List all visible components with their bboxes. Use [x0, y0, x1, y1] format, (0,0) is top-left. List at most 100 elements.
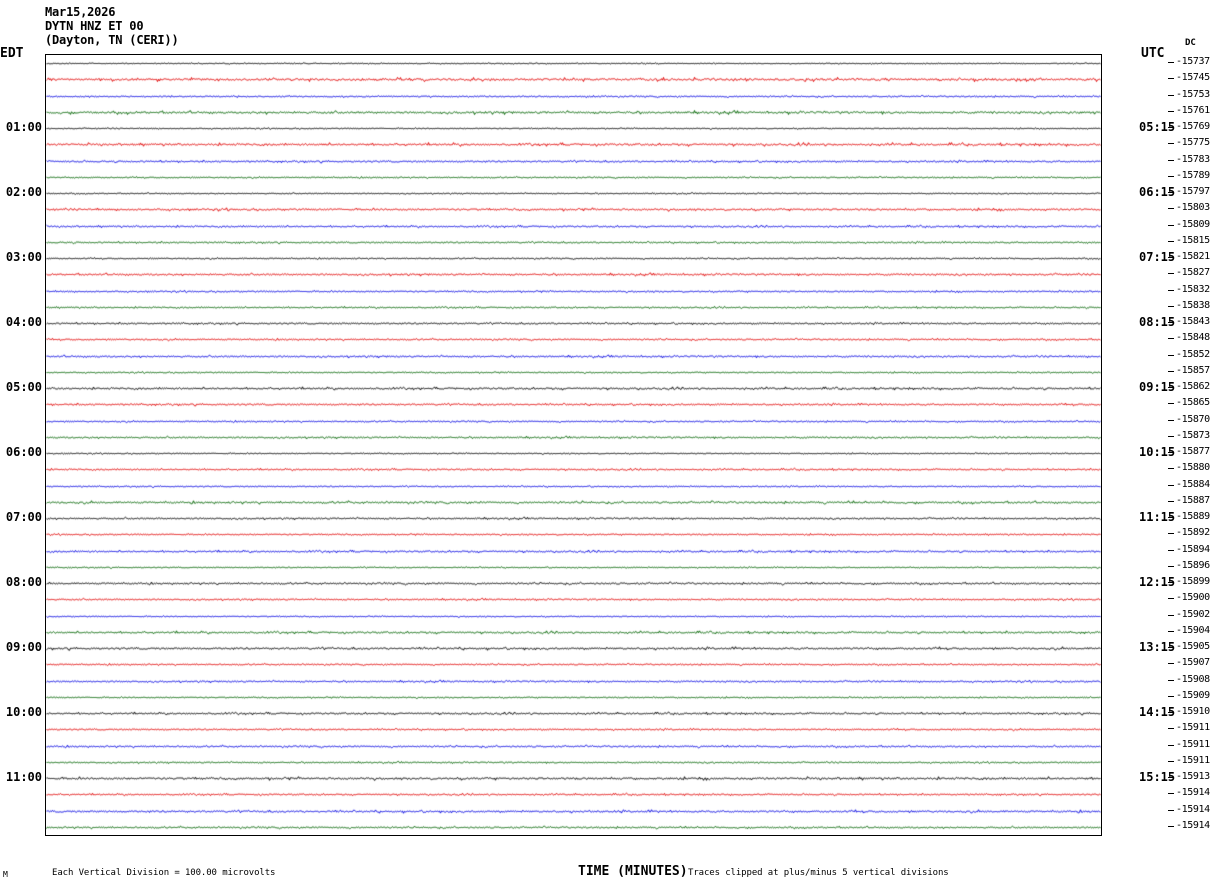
dc-tick [1168, 468, 1174, 470]
edt-hour-label: 08:00 [5, 575, 42, 590]
dc-tick [1168, 387, 1174, 389]
edt-hour-label: 10:00 [5, 705, 42, 720]
seismogram-trace [46, 480, 1101, 492]
dc-offset-value: -15887 [1176, 494, 1210, 506]
seismogram-trace [46, 773, 1101, 785]
dc-offset-value: -15900 [1176, 592, 1210, 604]
seismogram-trace [46, 496, 1101, 508]
dc-offset-value: -15827 [1176, 267, 1210, 279]
utc-hour-label: 10:15 [1139, 445, 1176, 460]
dc-offset-value: -15914 [1176, 787, 1210, 799]
header-station: DYTN HNZ ET 00 [45, 19, 144, 33]
clip-note: Traces clipped at plus/minus 5 vertical … [688, 868, 949, 878]
seismogram-trace [46, 675, 1101, 687]
seismogram-trace [46, 415, 1101, 427]
dc-offset-value: -15909 [1176, 689, 1210, 701]
dc-offset-value: -15910 [1176, 706, 1210, 718]
dc-offset-value: -15848 [1176, 332, 1210, 344]
dc-offset-value: -15753 [1176, 88, 1210, 100]
dc-tick [1168, 663, 1174, 665]
dc-offset-value: -15737 [1176, 56, 1210, 68]
edt-hour-label: 07:00 [5, 510, 42, 525]
seismogram-trace [46, 513, 1101, 525]
dc-tick [1168, 224, 1174, 226]
dc-tick [1168, 419, 1174, 421]
dc-tick [1168, 809, 1174, 811]
dc-offset-value: -15911 [1176, 738, 1210, 750]
seismogram-trace [46, 399, 1101, 411]
dc-tick [1168, 127, 1174, 129]
dc-offset-value: -15902 [1176, 608, 1210, 620]
dc-offset-value: -15877 [1176, 446, 1210, 458]
dc-tick [1168, 435, 1174, 437]
utc-hour-label: 12:15 [1139, 575, 1176, 590]
seismogram-trace [46, 155, 1101, 167]
seismogram-trace [46, 188, 1101, 200]
dc-offset-value: -15797 [1176, 186, 1210, 198]
seismogram-trace [46, 74, 1101, 86]
seismogram-trace [46, 708, 1101, 720]
utc-hour-label: 15:15 [1139, 770, 1176, 785]
dc-tick [1168, 403, 1174, 405]
dc-tick [1168, 614, 1174, 616]
seismogram-trace [46, 659, 1101, 671]
dc-offset-value: -15907 [1176, 657, 1210, 669]
seismogram-trace [46, 789, 1101, 801]
seismogram-trace [46, 253, 1101, 265]
seismogram-trace [46, 350, 1101, 362]
dc-offset-value: -15857 [1176, 364, 1210, 376]
dc-tick [1168, 728, 1174, 730]
dc-tick [1168, 598, 1174, 600]
utc-hour-label: 06:15 [1139, 185, 1176, 200]
dc-column-label: DC [1185, 38, 1196, 48]
dc-tick [1168, 289, 1174, 291]
dc-offset-value: -15783 [1176, 153, 1210, 165]
dc-tick [1168, 549, 1174, 551]
dc-offset-value: -15905 [1176, 641, 1210, 653]
dc-tick [1168, 240, 1174, 242]
dc-tick [1168, 322, 1174, 324]
seismogram-trace [46, 448, 1101, 460]
seismogram-trace [46, 220, 1101, 232]
edt-hour-label: 09:00 [5, 640, 42, 655]
dc-tick [1168, 679, 1174, 681]
dc-tick [1168, 62, 1174, 64]
dc-offset-value: -15838 [1176, 299, 1210, 311]
seismogram-trace [46, 204, 1101, 216]
edt-hour-label: 06:00 [5, 445, 42, 460]
seismogram-trace [46, 561, 1101, 573]
seismogram-trace [46, 90, 1101, 102]
dc-tick [1168, 452, 1174, 454]
dc-tick [1168, 273, 1174, 275]
dc-offset-value: -15809 [1176, 218, 1210, 230]
dc-tick [1168, 582, 1174, 584]
header-date: Mar15,2026 [45, 5, 116, 19]
seismogram-trace [46, 594, 1101, 606]
seismogram-trace [46, 366, 1101, 378]
dc-offset-value: -15884 [1176, 478, 1210, 490]
seismogram-trace [46, 123, 1101, 135]
dc-tick [1168, 305, 1174, 307]
dc-offset-value: -15896 [1176, 559, 1210, 571]
utc-hour-label: 09:15 [1139, 380, 1176, 395]
seismogram-trace [46, 269, 1101, 281]
dc-tick [1168, 338, 1174, 340]
dc-offset-value: -15789 [1176, 169, 1210, 181]
dc-tick [1168, 175, 1174, 177]
seismogram-trace [46, 805, 1101, 817]
dc-offset-value: -15880 [1176, 462, 1210, 474]
dc-offset-value: -15862 [1176, 381, 1210, 393]
helicorder-plot[interactable] [45, 54, 1102, 836]
seismogram-trace [46, 821, 1101, 833]
dc-tick [1168, 744, 1174, 746]
dc-tick [1168, 647, 1174, 649]
dc-offset-value: -15775 [1176, 137, 1210, 149]
dc-offset-value: -15852 [1176, 348, 1210, 360]
dc-offset-value: -15865 [1176, 397, 1210, 409]
dc-tick [1168, 208, 1174, 210]
utc-hour-label: 05:15 [1139, 120, 1176, 135]
edt-hour-label: 11:00 [5, 770, 42, 785]
dc-tick [1168, 517, 1174, 519]
dc-offset-value: -15815 [1176, 234, 1210, 246]
dc-tick [1168, 630, 1174, 632]
